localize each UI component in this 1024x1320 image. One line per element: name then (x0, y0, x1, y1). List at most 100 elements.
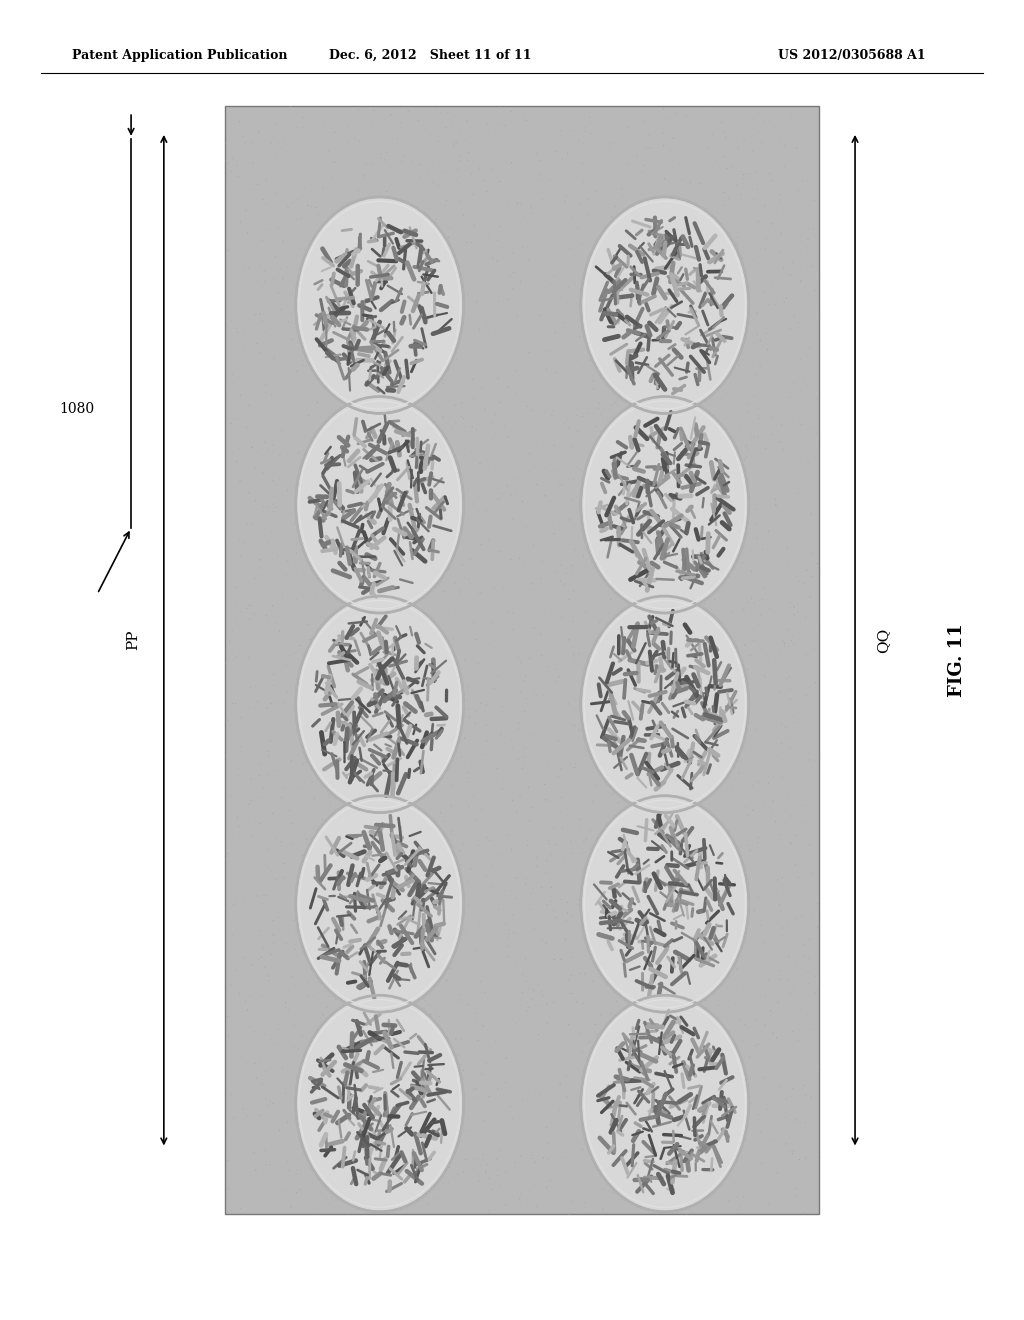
Point (547, 433, 563, 454)
Point (450, 797, 466, 818)
Point (481, 529, 498, 550)
Point (567, 754, 584, 775)
Point (228, 450, 245, 471)
Point (403, 436, 420, 457)
Point (757, 1014, 773, 1035)
Point (586, 379, 602, 400)
Point (645, 280, 662, 301)
Point (560, 277, 577, 298)
Point (248, 512, 264, 533)
Point (630, 619, 646, 640)
Point (243, 791, 259, 812)
Point (304, 381, 321, 403)
Point (551, 475, 567, 496)
Point (561, 348, 578, 370)
Point (440, 227, 457, 248)
Point (683, 619, 699, 640)
Point (226, 409, 243, 430)
Point (260, 962, 276, 983)
Point (727, 993, 743, 1014)
Point (550, 730, 566, 751)
Point (622, 993, 638, 1014)
Point (461, 797, 477, 818)
Point (499, 131, 515, 152)
Point (790, 308, 806, 329)
Point (225, 924, 242, 945)
Point (429, 381, 445, 403)
Point (242, 1016, 258, 1038)
Point (694, 609, 711, 630)
Point (529, 108, 546, 129)
Point (532, 983, 549, 1005)
Point (791, 1043, 807, 1064)
Point (260, 741, 276, 762)
Point (428, 1085, 444, 1106)
Point (648, 603, 665, 624)
Point (342, 554, 358, 576)
Point (582, 312, 598, 333)
Point (387, 1047, 403, 1068)
Point (392, 896, 409, 917)
Point (436, 269, 453, 290)
Point (710, 1092, 726, 1113)
Point (589, 263, 605, 284)
Point (266, 347, 283, 368)
Point (810, 936, 826, 957)
Point (655, 803, 672, 824)
Point (570, 131, 587, 152)
Point (309, 1024, 326, 1045)
Point (678, 911, 694, 932)
Point (465, 569, 481, 590)
Point (649, 899, 666, 920)
Point (393, 257, 410, 279)
Point (637, 1137, 653, 1158)
Point (444, 859, 461, 880)
Point (294, 870, 310, 891)
Point (288, 1163, 304, 1184)
Point (347, 593, 364, 614)
Point (226, 395, 243, 416)
Point (428, 309, 444, 330)
Point (796, 1204, 812, 1225)
Point (630, 718, 646, 739)
Point (236, 891, 252, 912)
Point (793, 414, 809, 436)
Point (463, 232, 479, 253)
Point (668, 338, 684, 359)
Point (471, 1164, 487, 1185)
Point (275, 1197, 292, 1218)
Point (338, 763, 354, 784)
Point (236, 883, 252, 904)
Point (755, 847, 771, 869)
Point (345, 577, 361, 598)
Point (540, 755, 556, 776)
Point (233, 784, 250, 805)
Point (438, 244, 455, 265)
Point (735, 1053, 752, 1074)
Point (282, 1088, 298, 1109)
Point (749, 867, 765, 888)
Point (572, 818, 589, 840)
Point (616, 999, 633, 1020)
Point (757, 667, 773, 688)
Point (521, 249, 538, 271)
Point (633, 1014, 649, 1035)
Point (510, 1135, 526, 1156)
Point (265, 664, 282, 685)
Point (731, 644, 748, 665)
Point (217, 906, 233, 927)
Point (462, 549, 478, 570)
Point (475, 1181, 492, 1203)
Point (617, 682, 634, 704)
Point (487, 404, 504, 425)
Point (690, 824, 707, 845)
Point (262, 730, 279, 751)
Point (377, 1071, 393, 1092)
Point (794, 467, 810, 488)
Point (546, 197, 562, 218)
Point (279, 642, 295, 663)
Point (241, 500, 257, 521)
Point (357, 1106, 374, 1127)
Point (738, 166, 755, 187)
Point (359, 1143, 376, 1164)
